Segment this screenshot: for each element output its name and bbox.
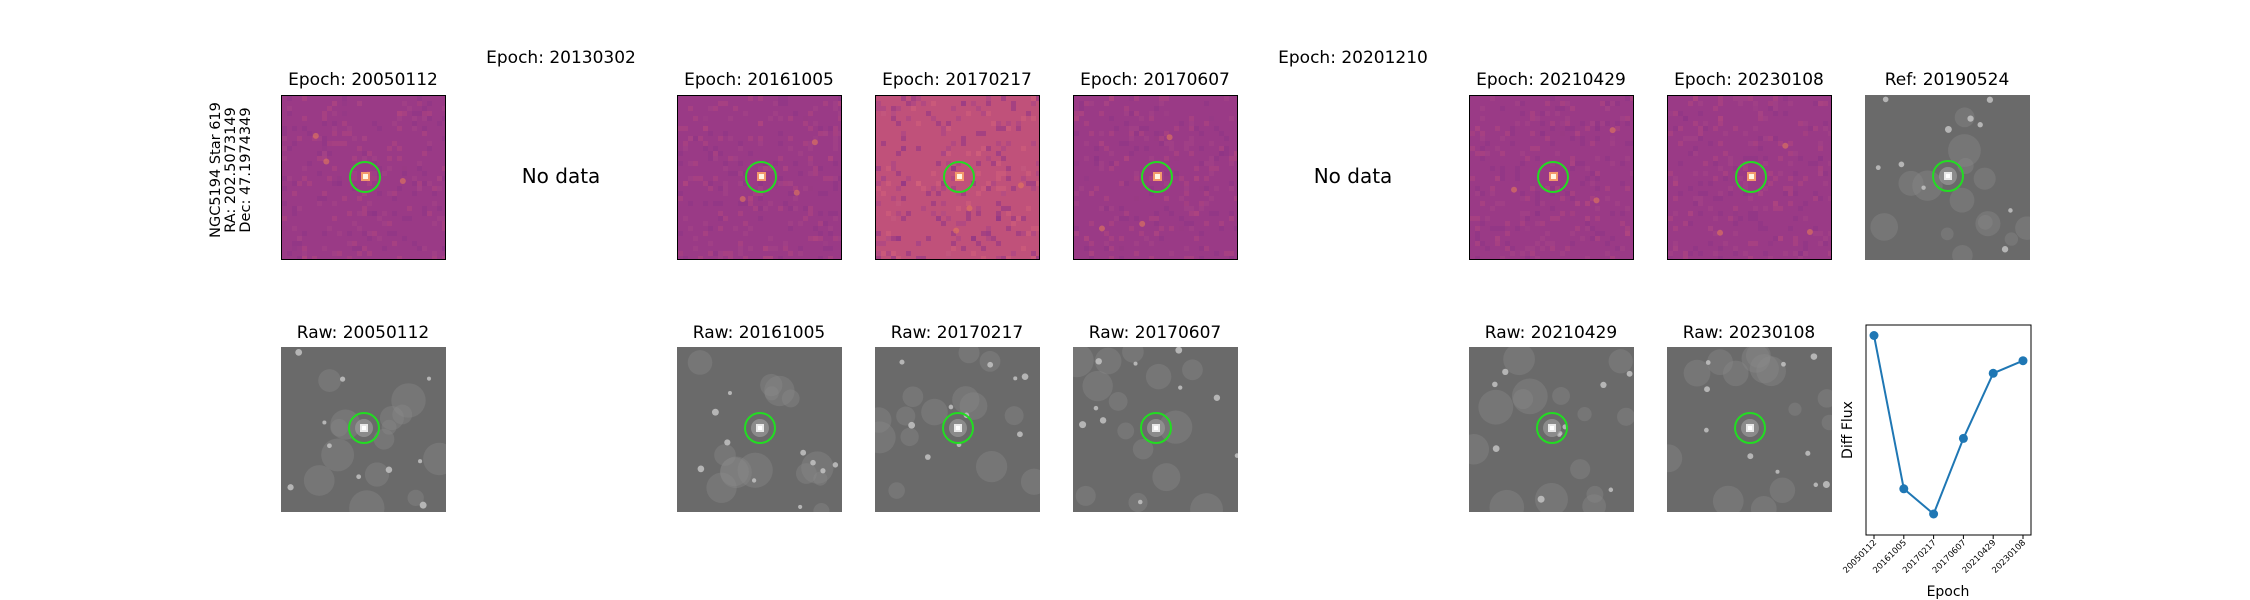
difference-image <box>1073 95 1238 260</box>
raw-image <box>1667 347 1832 512</box>
series-line <box>1873 335 2024 516</box>
panel-title: Raw: 20210429 <box>1484 323 1618 343</box>
difference-image <box>875 95 1040 260</box>
target-circle <box>1140 412 1172 444</box>
panel-title: Epoch: 20161005 <box>684 70 834 90</box>
data-point <box>2018 356 2028 366</box>
raw-image <box>677 347 842 512</box>
panel-title: Epoch: 20130302 <box>486 48 636 68</box>
target-dec: Dec: 47.1974349 <box>238 107 255 233</box>
panel-title: Epoch: 20230108 <box>1674 70 1824 90</box>
data-point <box>1988 368 1998 378</box>
panel-title: Raw: 20161005 <box>692 323 826 343</box>
target-info-label: NGC5194 Star 619 RA: 202.5073149 Dec: 47… <box>208 80 254 260</box>
target-circle <box>1735 161 1767 193</box>
raw-image <box>875 347 1040 512</box>
panel-title: Raw: 20170607 <box>1088 323 1222 343</box>
x-ticks: 2005011220161005201702172017060720210429… <box>1841 535 2028 576</box>
panel-title: Epoch: 20050112 <box>288 70 438 90</box>
x-axis-label: Epoch <box>1927 584 1970 600</box>
series-points <box>1869 331 2028 519</box>
target-circle <box>348 412 380 444</box>
panel-title: Epoch: 20170607 <box>1080 70 1230 90</box>
panel-title: Ref: 20190524 <box>1884 70 2010 90</box>
raw-image <box>281 347 446 512</box>
panel-title: Raw: 20230108 <box>1682 323 1816 343</box>
target-circle <box>942 412 974 444</box>
data-point <box>1869 331 1879 340</box>
target-circle <box>1932 160 1964 192</box>
target-circle <box>744 412 776 444</box>
no-data-label: No data <box>1313 164 1393 188</box>
plot-frame <box>1865 324 2032 536</box>
target-circle <box>349 161 381 193</box>
no-data-label: No data <box>521 164 601 188</box>
difference-image <box>1667 95 1832 260</box>
panel-title: Epoch: 20201210 <box>1278 48 1428 68</box>
target-name: NGC5194 Star 619 <box>208 102 225 238</box>
panel-title: Raw: 20050112 <box>296 323 430 343</box>
target-circle <box>1734 412 1766 444</box>
difference-image <box>677 95 842 260</box>
raw-image <box>1469 347 1634 512</box>
target-circle <box>943 161 975 193</box>
target-circle <box>1141 161 1173 193</box>
panel-title: Epoch: 20210429 <box>1476 70 1626 90</box>
data-point <box>1929 509 1939 519</box>
difference-image <box>1469 95 1634 260</box>
y-axis-label: Diff Flux <box>1840 401 1856 459</box>
raw-image <box>1073 347 1238 512</box>
data-point <box>1958 433 1968 443</box>
reference-image <box>1865 95 2030 260</box>
data-point <box>1899 484 1909 494</box>
target-ra: RA: 202.5073149 <box>223 107 240 233</box>
panel-title: Raw: 20170217 <box>890 323 1024 343</box>
difference-image <box>281 95 446 260</box>
target-circle <box>1536 412 1568 444</box>
target-circle <box>1537 161 1569 193</box>
target-circle <box>745 161 777 193</box>
panel-title: Epoch: 20170217 <box>882 70 1032 90</box>
light-curve-chart: 2005011220161005201702172017060720210429… <box>1840 324 2032 600</box>
